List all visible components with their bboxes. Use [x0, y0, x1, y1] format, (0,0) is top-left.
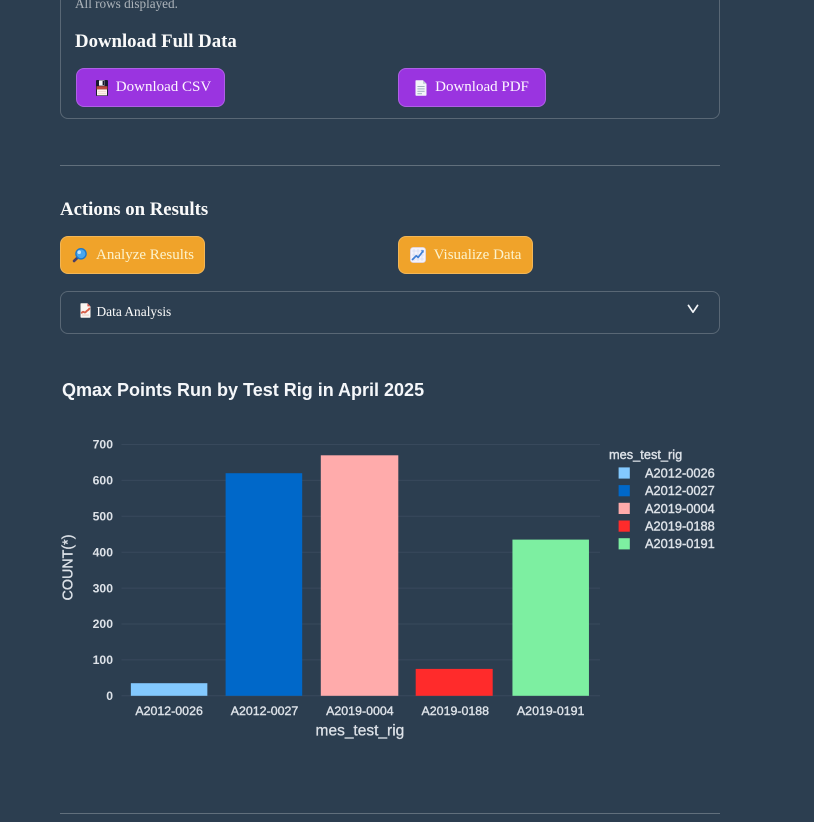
svg-text:300: 300 — [93, 581, 114, 595]
svg-text:A2012-0026: A2012-0026 — [135, 704, 203, 718]
svg-text:0: 0 — [106, 689, 113, 703]
svg-text:COUNT(*): COUNT(*) — [60, 535, 76, 601]
svg-text:A2012-0027: A2012-0027 — [231, 704, 299, 718]
svg-text:A2019-0191: A2019-0191 — [645, 536, 715, 551]
svg-text:A2019-0004: A2019-0004 — [645, 501, 715, 516]
svg-text:A2012-0027: A2012-0027 — [645, 483, 715, 498]
svg-text:A2019-0188: A2019-0188 — [422, 704, 490, 718]
svg-text:500: 500 — [93, 510, 114, 524]
svg-text:A2019-0188: A2019-0188 — [645, 519, 715, 534]
svg-text:mes_test_rig: mes_test_rig — [316, 722, 405, 739]
svg-text:600: 600 — [93, 474, 114, 488]
svg-text:A2019-0191: A2019-0191 — [517, 704, 585, 718]
svg-text:mes_test_rig: mes_test_rig — [609, 447, 682, 462]
svg-text:A2019-0004: A2019-0004 — [326, 704, 394, 718]
svg-text:200: 200 — [93, 617, 114, 631]
svg-text:400: 400 — [93, 545, 114, 559]
svg-text:100: 100 — [93, 653, 114, 667]
svg-text:A2012-0026: A2012-0026 — [645, 465, 715, 480]
svg-text:700: 700 — [93, 438, 114, 452]
